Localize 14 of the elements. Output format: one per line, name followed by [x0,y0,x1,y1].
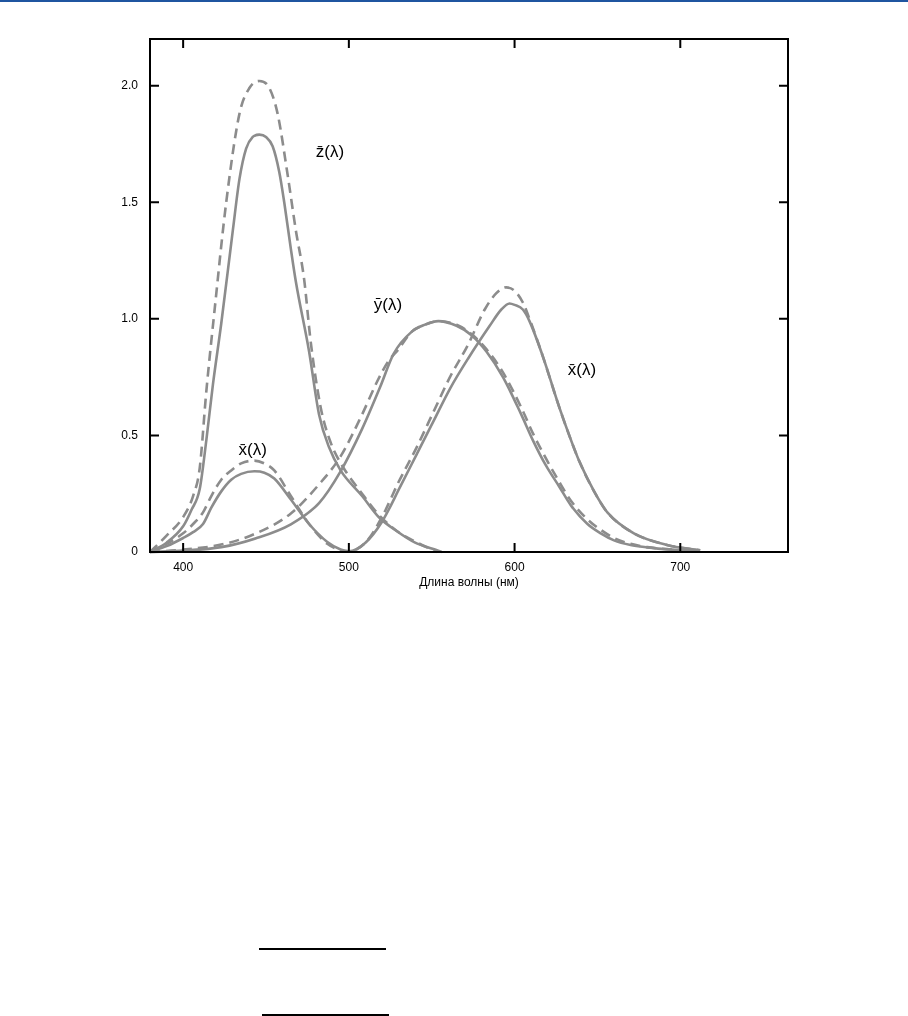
x-tick-label: 400 [173,559,194,574]
y-tick-label: 1.5 [121,194,139,209]
y-tick-label: 2.0 [121,77,139,92]
annotation: x̄(λ) [238,439,267,459]
annotation: z̄(λ) [315,141,345,161]
y-tick-label: 0 [131,544,139,559]
x-axis-title: Длина волны (нм) [419,575,519,590]
annotation: x̄(λ) [567,359,597,379]
x-tick-label: 600 [504,559,525,574]
x-tick-label: 700 [670,559,691,574]
y-tick-label: 0.5 [121,427,139,442]
annotation: ȳ(λ) [373,294,403,314]
y-tick-label: 1.0 [121,311,139,326]
x-tick-label: 500 [338,559,360,574]
